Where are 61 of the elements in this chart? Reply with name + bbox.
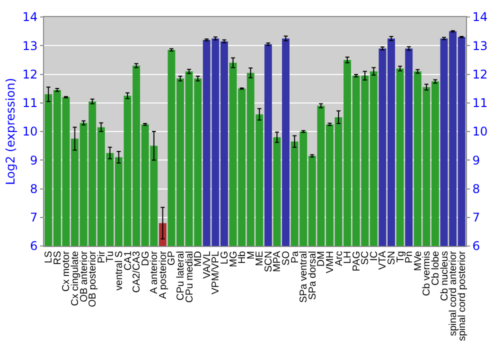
y-axis-title: Log2 (expression) — [4, 78, 18, 185]
x-tick-label: Tu — [105, 251, 116, 262]
x-tick-label: Tg — [395, 251, 406, 263]
y-tick-label: 11 — [22, 96, 38, 110]
x-tick-label: OB posterior — [88, 250, 99, 308]
x-tick-label: LS — [44, 250, 55, 264]
x-tick-label: M — [246, 251, 257, 260]
x-tick-label: LG — [219, 250, 230, 264]
x-tick-label: spinal cord posterior — [456, 250, 468, 342]
y-tick-label: 7 — [30, 210, 38, 225]
x-tick-label: SCN — [263, 251, 274, 272]
x-tick-label: LH — [342, 251, 354, 264]
x-tick-label: VTA — [378, 250, 389, 270]
x-tick-label: Cb nucleus — [439, 251, 450, 302]
x-tick-label: A anterior — [149, 250, 160, 294]
y2-tick-label: 7 — [472, 210, 480, 225]
x-tick-label: ME — [254, 250, 266, 266]
y2-tick-label: 14 — [472, 10, 488, 24]
x-tick-label: A posterior — [158, 250, 169, 299]
y-tick-label: 8 — [30, 182, 38, 196]
x-tick-label: VMH — [324, 251, 336, 274]
x-tick-label: DM — [316, 251, 328, 267]
x-tick-label: Arc — [334, 251, 345, 266]
x-tick-label: Cb lobe — [430, 250, 442, 286]
x-tick-label: DG — [140, 250, 152, 266]
x-tick-label: Cx cingulate — [70, 250, 82, 306]
x-tick-label: SPa dorsal — [307, 251, 318, 300]
x-tick-label: VPM/VPL — [210, 250, 222, 294]
x-tick-label: SO — [281, 250, 292, 266]
x-tick-label: IC — [368, 251, 380, 261]
y-tick-label: 12 — [22, 67, 38, 82]
y-tick-label: 10 — [22, 124, 38, 139]
x-tick-label: ventral S — [114, 250, 125, 290]
x-tick-label: VA/VL — [202, 250, 213, 279]
x-tick-label: MPA — [272, 250, 284, 272]
x-tick-label: MVe — [412, 250, 424, 272]
y2-tick-label: 8 — [472, 182, 480, 196]
x-tick-label: CPu medial — [184, 251, 196, 303]
y2-tick-label: 11 — [472, 96, 488, 110]
y-tick-label: 9 — [30, 153, 38, 168]
x-tick-label: PAG — [351, 250, 362, 272]
x-tick-label: CA1 — [122, 250, 134, 270]
x-tick-label: GP — [166, 250, 178, 266]
x-tick-label: OB anterior — [78, 250, 90, 302]
y2-tick-label: 10 — [472, 124, 488, 139]
x-tick-label: Hb — [237, 250, 248, 264]
y-tick-label: 14 — [22, 10, 38, 24]
x-tick-label: spinal cord anterior — [448, 250, 460, 336]
x-tick-label: SC — [360, 251, 372, 265]
x-tick-label: Pa — [290, 250, 301, 264]
x-tick-label: CA2/CA3 — [132, 250, 143, 293]
y2-tick-label: 12 — [472, 67, 488, 82]
x-tick-label: SN — [386, 251, 398, 265]
x-tick-label: Pn — [404, 251, 416, 264]
x-tick-label: RS — [52, 250, 64, 265]
x-tick-label: Pir — [96, 250, 108, 264]
y2-tick-label: 6 — [472, 239, 480, 254]
y2-tick-label: 9 — [472, 153, 480, 168]
y2-tick-label: 13 — [472, 38, 488, 53]
y-tick-label: 6 — [30, 239, 38, 254]
y-tick-label: 13 — [22, 38, 38, 53]
